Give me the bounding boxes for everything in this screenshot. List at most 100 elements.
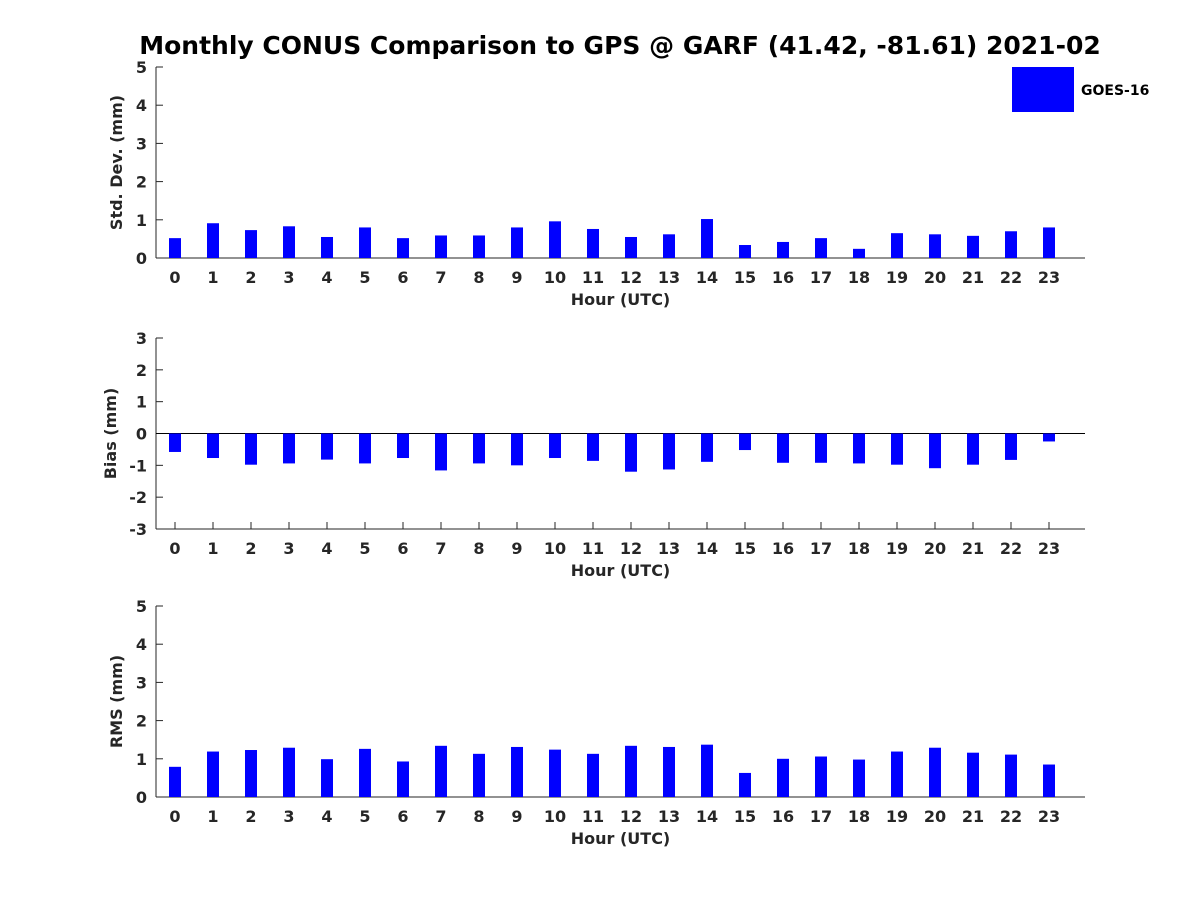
x-tick-label: 15 bbox=[734, 268, 756, 287]
legend: GOES-16 bbox=[1012, 67, 1149, 112]
x-tick-label: 10 bbox=[544, 807, 566, 826]
x-tick-label: 23 bbox=[1038, 539, 1060, 558]
bar bbox=[967, 752, 979, 797]
x-tick-label: 12 bbox=[620, 539, 642, 558]
x-tick-label: 10 bbox=[544, 539, 566, 558]
x-tick-label: 3 bbox=[283, 807, 294, 826]
y-tick-label: 2 bbox=[136, 173, 147, 192]
bar bbox=[1005, 231, 1017, 258]
bar bbox=[739, 245, 751, 258]
x-tick-label: 22 bbox=[1000, 539, 1022, 558]
y-tick-label: 5 bbox=[136, 58, 147, 77]
x-tick-label: 14 bbox=[696, 807, 718, 826]
bar bbox=[815, 756, 827, 797]
bar bbox=[397, 238, 409, 258]
x-tick-label: 11 bbox=[582, 268, 604, 287]
x-axis-label: Hour (UTC) bbox=[571, 829, 671, 848]
x-tick-label: 20 bbox=[924, 807, 946, 826]
bar bbox=[245, 750, 257, 797]
bar bbox=[359, 748, 371, 797]
y-tick-label: 1 bbox=[136, 750, 147, 769]
bar bbox=[777, 433, 789, 463]
x-tick-label: 4 bbox=[321, 539, 332, 558]
y-axis-label: Bias (mm) bbox=[101, 388, 120, 480]
x-tick-label: 8 bbox=[473, 807, 484, 826]
bar bbox=[853, 248, 865, 258]
chart-title: Monthly CONUS Comparison to GPS @ GARF (… bbox=[139, 31, 1101, 60]
x-tick-label: 14 bbox=[696, 268, 718, 287]
bar bbox=[587, 433, 599, 461]
x-tick-label: 3 bbox=[283, 539, 294, 558]
x-tick-label: 17 bbox=[810, 268, 832, 287]
x-tick-label: 12 bbox=[620, 268, 642, 287]
x-tick-label: 7 bbox=[435, 807, 446, 826]
x-tick-label: 21 bbox=[962, 268, 984, 287]
bar bbox=[549, 221, 561, 258]
x-tick-label: 21 bbox=[962, 807, 984, 826]
bar bbox=[473, 235, 485, 258]
x-tick-label: 6 bbox=[397, 539, 408, 558]
bar bbox=[929, 234, 941, 258]
bar bbox=[207, 751, 219, 797]
bar bbox=[473, 433, 485, 464]
bar bbox=[207, 223, 219, 258]
bar bbox=[359, 433, 371, 464]
x-tick-label: 4 bbox=[321, 807, 332, 826]
bar bbox=[245, 433, 257, 465]
bar bbox=[929, 747, 941, 797]
x-tick-label: 22 bbox=[1000, 268, 1022, 287]
x-tick-label: 1 bbox=[207, 268, 218, 287]
bar bbox=[283, 226, 295, 258]
bar bbox=[549, 433, 561, 459]
x-tick-label: 17 bbox=[810, 539, 832, 558]
x-tick-label: 13 bbox=[658, 807, 680, 826]
x-tick-label: 20 bbox=[924, 268, 946, 287]
bar bbox=[435, 745, 447, 797]
x-tick-label: 19 bbox=[886, 807, 908, 826]
x-tick-label: 9 bbox=[511, 268, 522, 287]
bar bbox=[435, 433, 447, 471]
legend-swatch bbox=[1012, 67, 1074, 112]
x-tick-label: 5 bbox=[359, 539, 370, 558]
x-tick-label: 1 bbox=[207, 539, 218, 558]
x-tick-label: 22 bbox=[1000, 807, 1022, 826]
x-tick-label: 8 bbox=[473, 268, 484, 287]
bar bbox=[739, 772, 751, 797]
bar bbox=[701, 219, 713, 258]
x-tick-label: 16 bbox=[772, 268, 794, 287]
x-tick-label: 4 bbox=[321, 268, 332, 287]
x-tick-label: 13 bbox=[658, 268, 680, 287]
bar bbox=[321, 759, 333, 797]
bar bbox=[283, 747, 295, 797]
x-tick-label: 6 bbox=[397, 268, 408, 287]
y-tick-label: 4 bbox=[136, 96, 147, 115]
y-tick-label: 3 bbox=[136, 134, 147, 153]
y-tick-label: -3 bbox=[129, 520, 147, 539]
x-tick-label: 1 bbox=[207, 807, 218, 826]
bar bbox=[397, 761, 409, 797]
bar bbox=[967, 235, 979, 258]
x-tick-label: 14 bbox=[696, 539, 718, 558]
x-tick-label: 19 bbox=[886, 268, 908, 287]
bar bbox=[625, 745, 637, 797]
x-tick-label: 10 bbox=[544, 268, 566, 287]
bar bbox=[777, 241, 789, 258]
x-tick-label: 15 bbox=[734, 539, 756, 558]
legend-label: GOES-16 bbox=[1081, 83, 1149, 99]
y-axis-label: Std. Dev. (mm) bbox=[107, 95, 126, 230]
x-tick-label: 21 bbox=[962, 539, 984, 558]
bar bbox=[891, 751, 903, 797]
x-tick-label: 19 bbox=[886, 539, 908, 558]
y-tick-label: 4 bbox=[136, 635, 147, 654]
bar bbox=[169, 433, 181, 452]
x-tick-label: 8 bbox=[473, 539, 484, 558]
bar bbox=[245, 230, 257, 258]
bar bbox=[853, 759, 865, 797]
bar bbox=[625, 433, 637, 472]
x-tick-label: 11 bbox=[582, 539, 604, 558]
x-tick-label: 5 bbox=[359, 807, 370, 826]
bar bbox=[1043, 433, 1055, 442]
